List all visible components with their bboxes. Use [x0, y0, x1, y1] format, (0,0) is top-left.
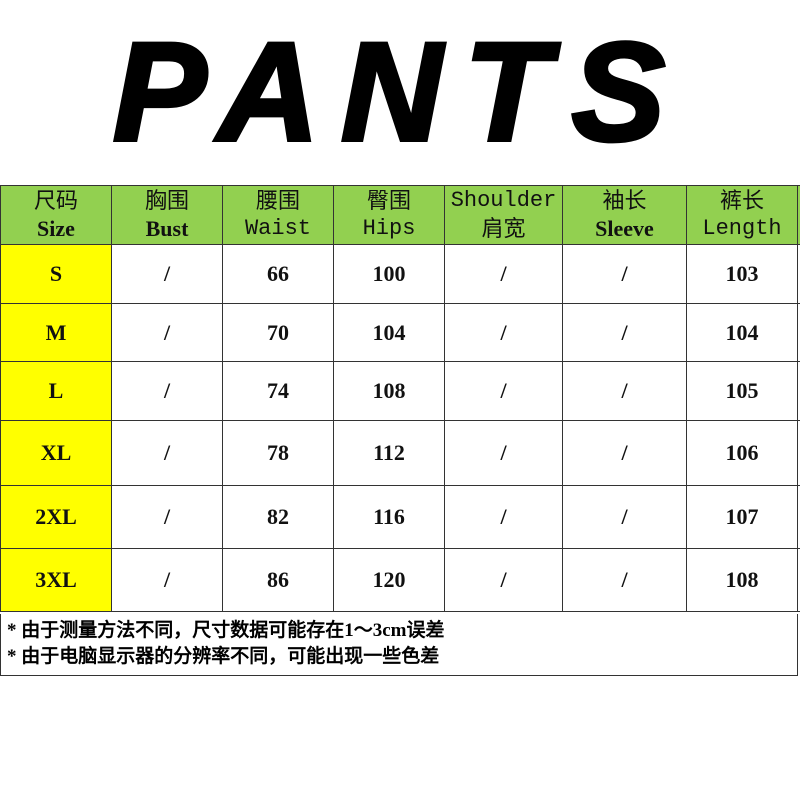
header-label-top: 袖长: [602, 188, 647, 213]
value-cell: /: [111, 420, 223, 486]
header-label-top: 腰围: [255, 188, 300, 213]
note-measurement: * 由于测量方法不同，尺寸数据可能存在1～3cm误差: [7, 620, 445, 641]
header-cell: 腰围 Waist: [222, 185, 334, 245]
value-cell: /: [444, 244, 563, 304]
value-cell: 108: [686, 548, 798, 612]
value-cell: 104: [333, 303, 445, 362]
value-cell: 104: [686, 303, 798, 362]
value-cell: 107: [686, 485, 798, 549]
table-row: 2XL/82 116//107: [0, 485, 800, 549]
notes: * 由于测量方法不同，尺寸数据可能存在1～3cm误差 * 由于电脑显示器的分辨率…: [0, 614, 798, 676]
size-cell: S: [0, 244, 112, 304]
value-cell: /: [111, 244, 223, 304]
header-label-bottom: Sleeve: [595, 216, 654, 241]
value-cell: /: [111, 485, 223, 549]
note-color: * 由于电脑显示器的分辨率不同，可能出现一些色差: [7, 646, 440, 667]
page-title: PANTS: [111, 13, 688, 170]
table-row: M/70 104//104: [0, 303, 800, 362]
header-label-top: 尺码: [33, 188, 78, 213]
value-cell: 78: [222, 420, 334, 486]
header-label-top: 胸围: [144, 188, 189, 213]
table-row: 3XL/86 120//108: [0, 548, 800, 612]
table-row: XL/78 112//106: [0, 420, 800, 486]
value-cell: 86: [222, 548, 334, 612]
value-cell: 66: [222, 244, 334, 304]
value-cell: /: [111, 548, 223, 612]
header-cell: 胸围 Bust: [111, 185, 223, 245]
header-cell: 臀围 Hips: [333, 185, 445, 245]
header-label-top: 裤长: [719, 188, 764, 213]
header-cell: 裤长 Length: [686, 185, 798, 245]
size-cell: 2XL: [0, 485, 112, 549]
value-cell: /: [562, 303, 687, 362]
size-cell: M: [0, 303, 112, 362]
value-cell: 108: [333, 361, 445, 421]
value-cell: 100: [333, 244, 445, 304]
value-cell: /: [111, 361, 223, 421]
header-label-top: 臀围: [366, 188, 411, 213]
header-cell: 袖长 Sleeve: [562, 185, 687, 245]
value-cell: 106: [686, 420, 798, 486]
value-cell: /: [562, 244, 687, 304]
value-cell: 74: [222, 361, 334, 421]
value-cell: /: [562, 485, 687, 549]
table-row: S/66 100//103: [0, 244, 800, 304]
header-label-top: Shoulder: [450, 188, 557, 213]
header-label-bottom: Size: [37, 216, 75, 241]
header-label-bottom: Hips: [362, 216, 416, 241]
value-cell: 112: [333, 420, 445, 486]
value-cell: /: [562, 420, 687, 486]
size-cell: 3XL: [0, 548, 112, 612]
header-row: 尺码 Size 胸围 Bust 腰围 Waist 臀围 Hips Shoulder 肩宽 袖长 Sle…: [0, 185, 800, 245]
size-cell: L: [0, 361, 112, 421]
value-cell: /: [111, 303, 223, 362]
table-row: L/74 108//105: [0, 361, 800, 421]
value-cell: /: [444, 303, 563, 362]
header-label-bottom: Length: [702, 216, 782, 241]
value-cell: /: [444, 361, 563, 421]
size-chart-table: 尺码 Size 胸围 Bust 腰围 Waist 臀围 Hips Shoulder 肩宽 袖长 Sle…: [0, 185, 800, 612]
value-cell: /: [444, 420, 563, 486]
header-label-bottom: Waist: [244, 216, 311, 241]
value-cell: 116: [333, 485, 445, 549]
value-cell: /: [444, 485, 563, 549]
value-cell: 105: [686, 361, 798, 421]
value-cell: 120: [333, 548, 445, 612]
value-cell: /: [444, 548, 563, 612]
value-cell: 103: [686, 244, 798, 304]
value-cell: /: [562, 548, 687, 612]
header-cell: 尺码 Size: [0, 185, 112, 245]
header-label-bottom: Bust: [145, 216, 189, 241]
value-cell: 82: [222, 485, 334, 549]
value-cell: 70: [222, 303, 334, 362]
header-label-bottom: 肩宽: [481, 216, 526, 241]
edge-cell: [797, 548, 800, 612]
value-cell: /: [562, 361, 687, 421]
header-cell: Shoulder 肩宽: [444, 185, 563, 245]
size-cell: XL: [0, 420, 112, 486]
